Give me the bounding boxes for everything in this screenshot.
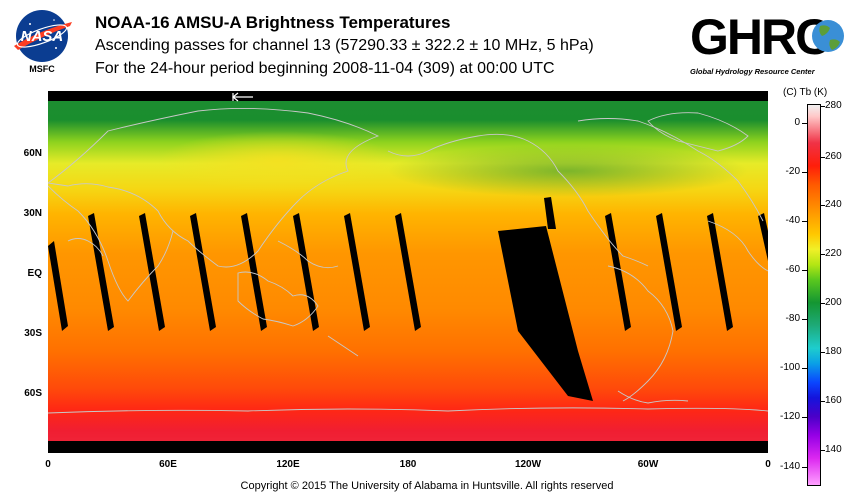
colorbar-kelvin-tick: 180 — [825, 346, 842, 357]
colorbar-kelvin-tick: 160 — [825, 395, 842, 406]
colorbar-celsius-tick: -40 — [785, 215, 800, 226]
period-description: For the 24-hour period beginning 2008-11… — [95, 60, 555, 77]
colorbar-tick-mark — [821, 450, 825, 451]
colorbar-tick-mark — [821, 106, 825, 107]
colorbar-celsius-tick: -20 — [785, 166, 800, 177]
nasa-org-label: MSFC — [29, 64, 55, 74]
colorbar-kelvin-tick: 220 — [825, 248, 842, 259]
colorbar-tick-mark — [802, 270, 807, 271]
colorbar-celsius-tick: -100 — [779, 362, 800, 373]
colorbar-header: (C) Tb (K) — [783, 87, 828, 98]
ghrc-wordmark: GHRC — [690, 9, 831, 65]
colorbar-tick-mark — [821, 205, 825, 206]
colorbar-kelvin-tick: 240 — [825, 199, 842, 210]
svg-text:NASA: NASA — [21, 28, 64, 45]
colorbar-tick-mark — [821, 401, 825, 402]
map-canvas — [48, 91, 768, 453]
lat-label-60s: 60S — [24, 388, 42, 399]
colorbar-kelvin-tick: 260 — [825, 151, 842, 162]
colorbar-celsius-tick: 0 — [794, 117, 800, 128]
brightness-temperature-map — [48, 91, 768, 453]
lat-label-30n: 30N — [23, 208, 42, 219]
colorbar-tick-mark — [821, 157, 825, 158]
colorbar-celsius-tick: -60 — [785, 264, 800, 275]
colorbar-tick-mark — [821, 303, 825, 304]
globe-icon — [812, 20, 844, 52]
nasa-logo: NASA MSFC — [10, 8, 74, 74]
lon-label-60e: 60E — [159, 459, 177, 470]
lon-label-120w: 120W — [514, 459, 542, 470]
colorbar-tick-mark — [802, 467, 807, 468]
colorbar-celsius-tick: -120 — [779, 411, 800, 422]
colorbar-tick-mark — [802, 368, 807, 369]
page-title: NOAA-16 AMSU-A Brightness Temperatures — [95, 13, 451, 32]
colorbar-tick-mark — [821, 254, 825, 255]
lat-label-30s: 30S — [24, 328, 42, 339]
lon-label-120e: 120E — [276, 459, 300, 470]
channel-description: Ascending passes for channel 13 (57290.3… — [95, 37, 594, 54]
coastlines — [48, 107, 768, 414]
colorbar-kelvin-tick: 200 — [825, 297, 842, 308]
colorbar-tick-mark — [821, 352, 825, 353]
ghrc-subtitle: Global Hydrology Resource Center — [690, 67, 815, 76]
colorbar-celsius-tick: -140 — [779, 461, 800, 472]
lon-label-60w: 60W — [637, 459, 659, 470]
colorbar-tick-mark — [802, 319, 807, 320]
lat-label-60n: 60N — [23, 148, 42, 159]
colorbar-tick-mark — [802, 123, 807, 124]
colorbar-tick-mark — [802, 221, 807, 222]
pass-direction-arrow-icon — [232, 92, 253, 102]
colorbar-kelvin-tick: 280 — [825, 100, 842, 111]
colorbar-tick-mark — [802, 172, 807, 173]
colorbar — [807, 104, 821, 486]
lon-label-0-left: 0 — [45, 459, 51, 470]
lon-label-180: 180 — [399, 459, 417, 470]
colorbar-celsius-tick: -80 — [785, 313, 800, 324]
colorbar-tick-mark — [802, 417, 807, 418]
lat-label-eq: EQ — [27, 268, 42, 279]
copyright-notice: Copyright © 2015 The University of Alaba… — [240, 480, 614, 492]
lon-label-0-right: 0 — [765, 459, 771, 470]
colorbar-kelvin-tick: 140 — [825, 444, 842, 455]
title-block: NOAA-16 AMSU-A Brightness Temperatures A… — [95, 12, 594, 80]
nasa-meatball-icon: NASA — [14, 10, 72, 62]
ghrc-logo: GHRC Global Hydrology Resource Center — [688, 8, 848, 80]
